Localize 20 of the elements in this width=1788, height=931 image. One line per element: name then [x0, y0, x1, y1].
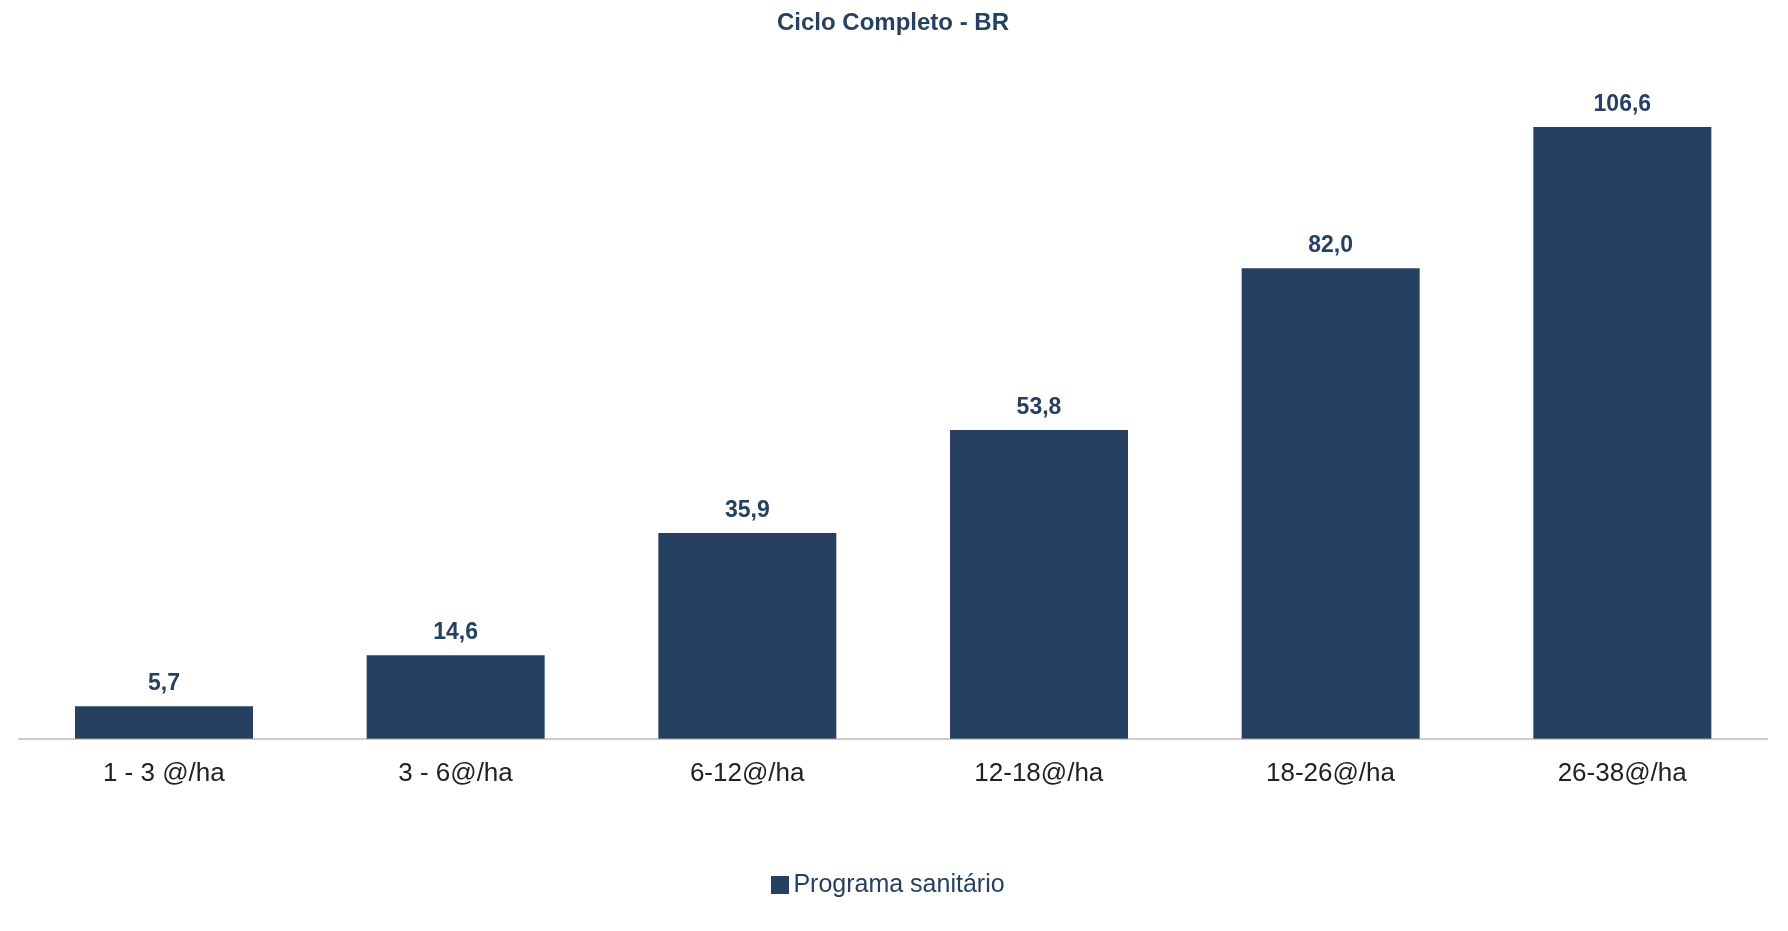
x-tick-label: 1 - 3 @/ha — [102, 757, 226, 788]
data-label: 5,7 — [148, 669, 180, 696]
data-label: 106,6 — [1593, 89, 1652, 116]
x-tick-label: 3 - 6@/ha — [398, 757, 514, 788]
x-tick-label: 6-12@/ha — [689, 757, 805, 788]
x-tick-label: 12-18@/ha — [974, 757, 1104, 788]
bar — [950, 430, 1128, 739]
bar — [658, 532, 837, 739]
x-tick-label: 18-26@/ha — [1265, 757, 1396, 788]
data-label: 53,8 — [1016, 393, 1062, 420]
data-label: 35,9 — [724, 495, 770, 522]
data-label: 14,6 — [433, 618, 479, 645]
legend-label: Programa sanitário — [793, 869, 1005, 897]
bar — [366, 655, 545, 739]
x-tick-label: 26-38@/ha — [1557, 757, 1688, 788]
bar — [1533, 126, 1712, 739]
data-label: 82,0 — [1308, 231, 1354, 258]
bar — [75, 706, 253, 739]
chart-title: Ciclo Completo - BR — [776, 8, 1010, 37]
bar — [1241, 268, 1420, 739]
